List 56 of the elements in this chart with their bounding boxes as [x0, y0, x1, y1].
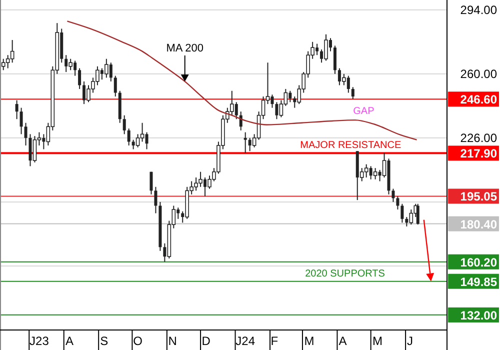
candlestick — [68, 58, 72, 71]
candlestick — [10, 40, 14, 64]
candlestick — [324, 34, 328, 62]
candlestick — [342, 73, 346, 86]
ref-line-label: 195.05 — [460, 190, 498, 204]
candlestick — [78, 68, 82, 90]
candlestick — [392, 188, 395, 202]
ref-line-label: 217.90 — [460, 146, 498, 161]
x-tick-label: N — [168, 334, 177, 348]
candlestick — [24, 122, 28, 146]
x-tick-label: J23 — [30, 334, 50, 348]
ref-line-label: 160.20 — [460, 255, 498, 270]
candlestick — [333, 45, 336, 74]
x-tick-label: A — [338, 334, 347, 348]
candlestick — [32, 136, 37, 163]
candlestick — [1, 58, 6, 71]
y-tick-label: 226.00 — [460, 130, 498, 145]
y-tick-label: 260.00 — [460, 66, 498, 81]
candlestick — [20, 107, 23, 135]
candlestick — [364, 164, 368, 178]
ref-line-label: 180.40 — [460, 217, 498, 232]
x-tick-label: M — [304, 334, 314, 348]
candlestick — [373, 168, 378, 180]
candlestick — [150, 171, 153, 195]
x-tick-label: O — [133, 334, 142, 348]
candlestick — [154, 186, 158, 214]
x-tick-label: J — [407, 334, 414, 348]
x-tick-label: J24 — [236, 334, 256, 348]
y-tick-label: 294.00 — [460, 2, 498, 17]
candlestick — [400, 203, 404, 224]
ref-line-label: 132.00 — [460, 308, 498, 322]
candlestick — [114, 75, 117, 98]
candlestick — [136, 134, 140, 148]
annotation: GAP — [353, 106, 375, 117]
annotation: MAJOR RESISTANCE — [300, 140, 402, 152]
ref-line-label: 149.85 — [460, 274, 498, 289]
candlestick — [104, 58, 108, 78]
x-tick-label: F — [270, 334, 278, 348]
line-series — [66, 20, 418, 140]
candlestick — [396, 196, 400, 210]
series-label: MA 200 — [166, 42, 204, 54]
ref-line-label: 246.60 — [460, 92, 498, 107]
candlestick — [351, 86, 354, 100]
candlestick — [122, 114, 126, 135]
candlestick — [15, 100, 18, 120]
candlestick — [244, 132, 247, 154]
candlestick — [6, 54, 10, 69]
annotation: 2020 SUPPORTS — [305, 268, 386, 280]
candlestick — [409, 208, 414, 226]
candlestick — [127, 128, 130, 146]
x-tick-label: A — [65, 334, 74, 348]
x-tick-label: S — [100, 334, 108, 348]
candlestick — [416, 203, 420, 226]
candlestick — [140, 122, 144, 142]
x-tick-label: D — [202, 334, 211, 348]
x-tick-label: M — [372, 334, 383, 348]
